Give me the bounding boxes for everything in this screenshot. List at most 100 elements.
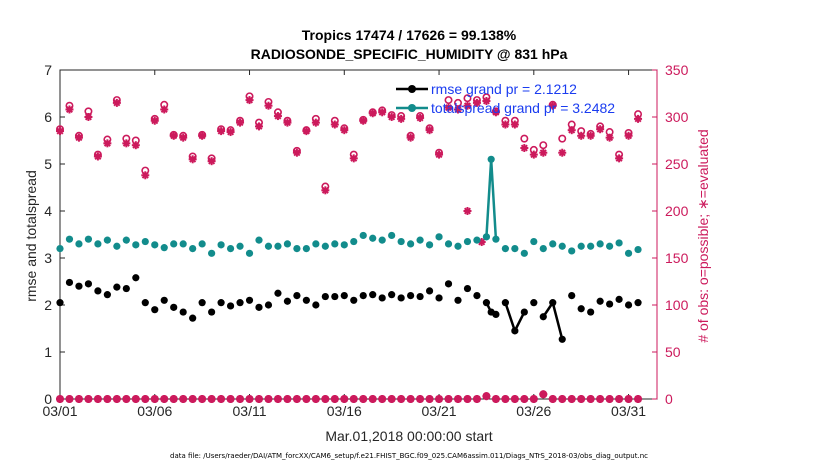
y2-tick-label: 350 [665, 62, 689, 78]
star-stroke [606, 134, 614, 142]
star-stroke [397, 395, 405, 403]
star-stroke [113, 395, 121, 403]
star-stroke [435, 151, 443, 159]
spread-point [549, 240, 557, 248]
obs-zero-evaluated-marker [207, 395, 216, 403]
star-stroke [407, 134, 415, 142]
obs-evaluated-marker [634, 114, 643, 123]
rmse-point [407, 292, 415, 300]
star-stroke [217, 395, 225, 403]
star-stroke [283, 119, 291, 127]
star-stroke [56, 127, 64, 135]
star-stroke [227, 395, 235, 403]
y2-tick-label: 150 [665, 250, 689, 266]
star-stroke [246, 96, 254, 104]
star-stroke [596, 395, 604, 403]
obs-zero-evaluated-marker [65, 395, 74, 403]
star-stroke [198, 132, 206, 140]
rmse-point [482, 299, 491, 307]
spread-point [501, 245, 509, 253]
obs-evaluated-marker [273, 112, 282, 121]
plot-area [59, 69, 658, 400]
star-stroke [625, 132, 633, 140]
spread-point [56, 245, 64, 253]
spread-point [84, 235, 93, 243]
spread-point [198, 240, 206, 248]
star-stroke [445, 104, 453, 112]
spread-point [520, 249, 528, 257]
obs-zero-evaluated-marker [482, 392, 491, 401]
spread-point [596, 240, 604, 248]
star-stroke [634, 395, 642, 403]
star-stroke [179, 395, 187, 403]
rmse-point [56, 299, 64, 307]
obs-zero-evaluated-marker [198, 395, 207, 403]
star-stroke [577, 395, 585, 403]
x-axis: 03/01 03/06 03/11 03/16 03/21 03/26 03/31 [42, 70, 646, 419]
obs-evaluated-marker [558, 148, 567, 157]
obs-possible-marker [539, 141, 548, 150]
star-stroke [577, 132, 585, 140]
obs-evaluated-marker [245, 96, 254, 105]
y-tick-label: 0 [44, 391, 52, 407]
star-stroke [615, 154, 623, 162]
obs-evaluated-marker [406, 133, 415, 142]
rmse-point [217, 299, 225, 307]
obs-zero-evaluated-marker [567, 395, 576, 403]
spread-point [482, 233, 491, 241]
star-stroke [227, 128, 235, 136]
spread-point [208, 249, 216, 257]
rmse-point [293, 292, 301, 300]
star-stroke [170, 132, 178, 140]
star-stroke [435, 395, 443, 403]
star-stroke [634, 115, 642, 123]
star-stroke [65, 395, 73, 403]
obs-zero-evaluated-marker [548, 395, 557, 403]
y-tick-label: 2 [44, 297, 52, 313]
obs-zero-evaluated-marker [501, 395, 510, 403]
spread-point [141, 237, 149, 246]
obs-zero-evaluated-marker [74, 395, 83, 403]
star-stroke [65, 105, 73, 113]
obs-zero-evaluated-marker [397, 395, 406, 403]
star-stroke [501, 395, 509, 403]
obs-evaluated-marker [501, 120, 510, 129]
rmse-point [511, 327, 519, 335]
star-stroke [520, 144, 528, 152]
obs-evaluated-marker [255, 122, 263, 131]
star-stroke [606, 395, 614, 403]
spread-point [606, 242, 614, 250]
obs-evaluated-marker [454, 105, 462, 114]
star-stroke [255, 122, 263, 130]
rmse-point [397, 294, 405, 302]
obs-evaluated-marker [416, 113, 425, 122]
obs-evaluated-marker [169, 131, 178, 140]
star-stroke [463, 102, 471, 110]
rmse-point [103, 291, 111, 299]
spread-point [293, 245, 301, 253]
obs-zero-evaluated-marker [131, 395, 140, 403]
x-tick-label: 03/26 [516, 403, 551, 419]
obs-zero-evaluated-marker [84, 395, 93, 403]
rmse-point [416, 292, 424, 301]
star-stroke [56, 395, 64, 403]
star-stroke [217, 127, 225, 135]
star-stroke [492, 395, 500, 403]
star-stroke [549, 395, 557, 403]
rmse-point [198, 299, 206, 307]
obs-isolated-marker [463, 207, 472, 215]
obs-zero-evaluated-marker [624, 395, 633, 403]
obs-zero-evaluated-marker [359, 395, 368, 403]
obs-evaluated-marker [179, 133, 188, 142]
spread-point [577, 242, 585, 250]
obs-zero-evaluated-marker [141, 395, 150, 403]
obs-evaluated-marker [615, 154, 624, 163]
rmse-point [568, 292, 576, 300]
star-stroke [558, 395, 566, 403]
rmse-point [520, 308, 528, 316]
obs-evaluated-marker [131, 141, 140, 150]
star-stroke [587, 395, 595, 403]
legend-spread-label: totalspread grand pr = 3.2482 [431, 100, 615, 116]
star-stroke [75, 395, 83, 403]
obs-zero-evaluated-marker [387, 395, 396, 403]
